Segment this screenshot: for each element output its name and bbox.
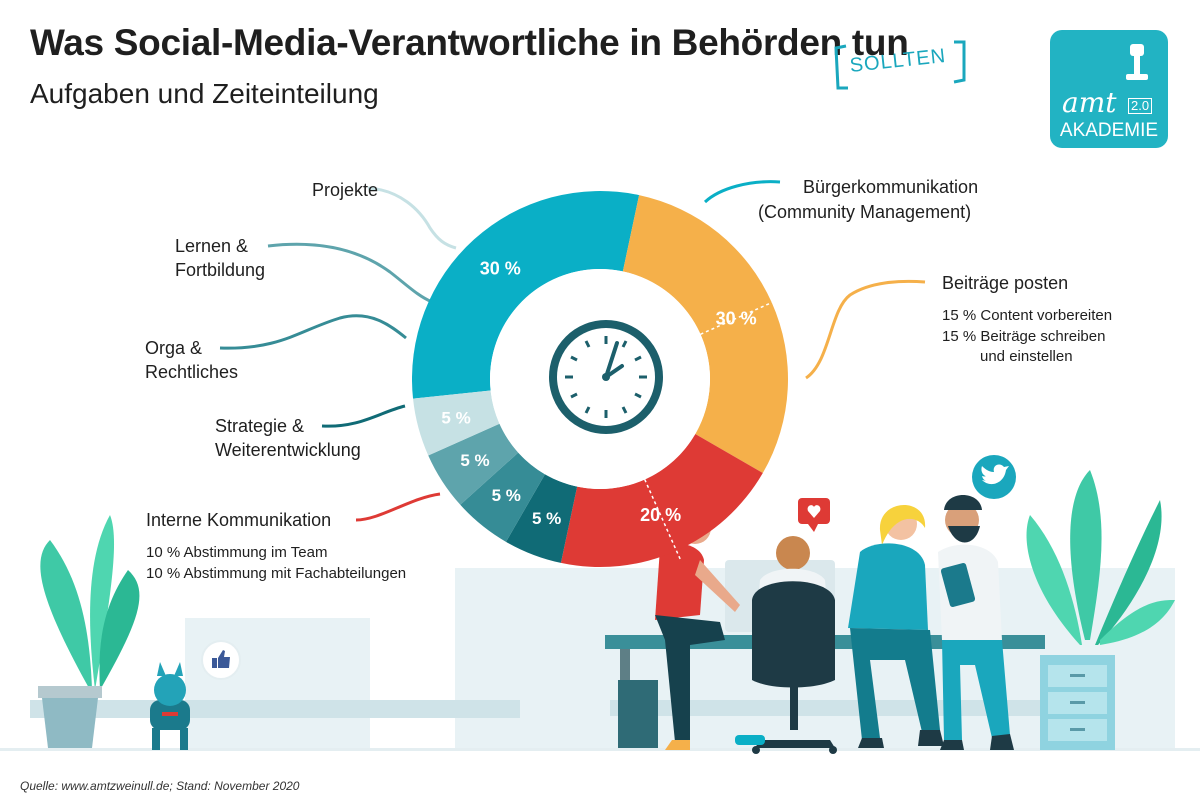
page-subtitle: Aufgaben und Zeiteinteilung <box>30 78 379 109</box>
clock-icon <box>549 320 663 434</box>
label-orga-rechtliches: Orga & Rechtliches <box>145 338 239 382</box>
source-note: Quelle: www.amtzweinull.de; Stand: Novem… <box>20 779 300 793</box>
slice-value-label: 5 % <box>460 451 489 470</box>
plant-left-illustration <box>38 515 140 748</box>
sub-split-divider <box>700 297 782 335</box>
brand-logo <box>1050 30 1168 148</box>
label-beitraege-posten: Beiträge posten <box>942 273 1069 293</box>
logo-version: 2.0 <box>1128 98 1153 114</box>
label-interne-kommunikation: Interne Kommunikation <box>146 510 332 530</box>
label-strategie: Strategie & Weiterentwicklung <box>215 416 361 460</box>
connector-lines <box>219 180 926 522</box>
donut-chart: 30 %30 %20 %5 %5 %5 %5 % <box>412 191 788 567</box>
person-chair-illustration <box>735 536 837 754</box>
slice-lernen <box>428 423 519 505</box>
slice-orga <box>460 452 545 542</box>
slice-value-label: 5 % <box>532 509 561 528</box>
label-beitraege-detail-2: 15 % Beiträge schreiben <box>942 328 1106 345</box>
plant-right-illustration <box>1026 470 1175 645</box>
heart-notification-icon <box>798 498 830 532</box>
stamp-frame <box>834 40 966 90</box>
label-intern-detail-2: 10 % Abstimmung mit Fachabteilungen <box>146 565 407 582</box>
sub-split-divider <box>644 479 682 561</box>
label-community-management: (Community Management) <box>758 202 972 222</box>
logo-name: AKADEMIE <box>1059 120 1159 141</box>
slice-interne-kommunikation <box>560 434 763 567</box>
label-beitraege-detail-3: und einstellen <box>980 348 1073 365</box>
person-man-tablet-illustration <box>938 495 1014 750</box>
slice-buergerkommunikation <box>412 191 640 399</box>
logo-word: amt <box>1062 86 1117 119</box>
label-beitraege-detail-1: 15 % Content vorbereiten <box>942 307 1113 324</box>
label-intern-detail-1: 10 % Abstimmung im Team <box>146 544 328 561</box>
slice-value-label: 5 % <box>441 409 470 428</box>
label-buergerkommunikation: Bürgerkommunikation <box>803 177 979 197</box>
slice-value-label: 5 % <box>492 486 521 505</box>
slice-strategie <box>506 474 578 563</box>
stamp-icon <box>1126 44 1148 80</box>
twitter-icon <box>972 455 1016 499</box>
dog-illustration <box>150 662 190 750</box>
slice-value-label: 30 % <box>480 258 521 278</box>
person-woman-red-illustration <box>655 507 740 750</box>
slice-projekte <box>413 390 500 456</box>
facebook-like-icon <box>201 640 241 680</box>
person-woman-blonde-illustration <box>848 504 944 748</box>
label-lernen-fortbildung: Lernen & Fortbildung <box>175 236 266 280</box>
label-projekte: Projekte <box>312 180 379 200</box>
slice-beitraege-posten <box>622 195 788 473</box>
page-title: Was Social-Media-Verantwortliche in Behö… <box>30 22 909 63</box>
